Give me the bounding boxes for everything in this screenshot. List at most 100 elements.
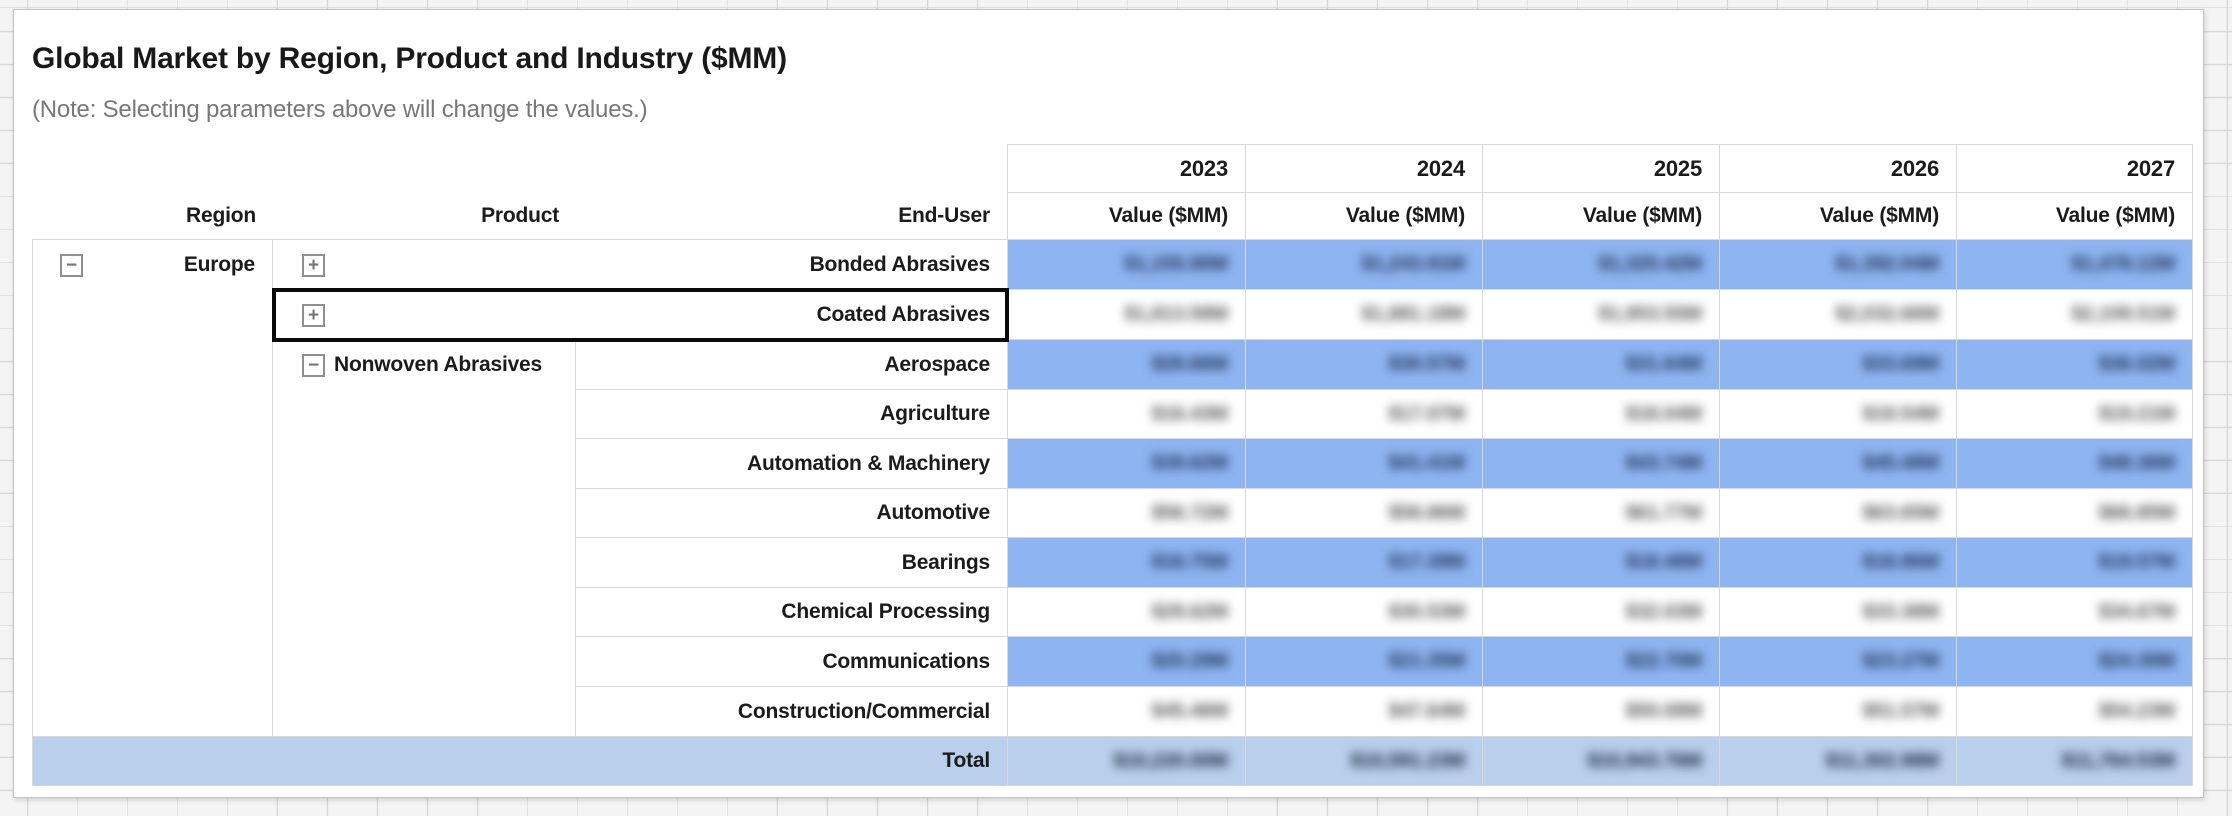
value-cell-construction-2027[interactable]: $54.23M <box>1956 687 2193 737</box>
value-cell-aerospace-2023[interactable]: $28.66M <box>1007 340 1245 390</box>
product-label: Coated Abrasives <box>816 303 991 326</box>
year-label: 2026 <box>1890 155 1939 181</box>
product-cell-bonded-abrasives[interactable]: + Bonded Abrasives <box>273 240 1007 290</box>
value-cell-bonded-2025[interactable]: $1,320.42M <box>1482 240 1719 290</box>
collapse-toggle-icon[interactable]: − <box>60 253 83 277</box>
year-label: 2023 <box>1179 155 1228 181</box>
value-cell-automotive-2024[interactable]: $58.86M <box>1245 489 1482 538</box>
region-row-line: − Europe <box>33 240 272 290</box>
value-cell-automotive-2027[interactable]: $66.85M <box>1956 489 2193 538</box>
value-cell-construction-2025[interactable]: $50.08M <box>1482 687 1719 737</box>
blurred-value: $11,302.98M <box>1825 749 1940 772</box>
blurred-value: $1,243.91M <box>1361 253 1465 275</box>
value-cell-communications-2026[interactable]: $23.27M <box>1719 637 1956 687</box>
year-label: 2025 <box>1653 155 1702 181</box>
value-cell-chemical-2025[interactable]: $32.03M <box>1482 588 1719 637</box>
value-cell-bonded-2026[interactable]: $1,392.04M <box>1719 240 1956 290</box>
value-cell-total-2025[interactable]: $10,943.76M <box>1482 737 1719 786</box>
expand-toggle-icon[interactable]: + <box>302 253 325 277</box>
end-user-cell-automation-machinery[interactable]: Automation & Machinery <box>576 439 1007 489</box>
value-cell-chemical-2023[interactable]: $29.62M <box>1007 588 1245 637</box>
value-cell-automotive-2025[interactable]: $61.77M <box>1482 489 1719 538</box>
expand-toggle-icon[interactable]: + <box>302 303 325 327</box>
blurred-value: $2,032.66M <box>1835 303 1939 325</box>
value-cell-total-2024[interactable]: $10,591.23M <box>1245 737 1482 786</box>
column-header-product: Product <box>273 193 576 240</box>
total-row-label-cell[interactable]: Total <box>32 737 1007 786</box>
value-cell-chemical-2027[interactable]: $34.67M <box>1956 588 2193 637</box>
value-cell-agriculture-2023[interactable]: $16.43M <box>1007 390 1245 439</box>
blurred-value: $36.02M <box>2098 353 2176 375</box>
value-cell-aerospace-2024[interactable]: $30.57M <box>1245 340 1482 390</box>
value-cell-aerospace-2027[interactable]: $36.02M <box>1956 340 2193 390</box>
blurred-value: $58.86M <box>1388 501 1466 524</box>
value-cell-aerospace-2026[interactable]: $33.69M <box>1719 340 1956 390</box>
value-cell-construction-2024[interactable]: $47.64M <box>1245 687 1482 737</box>
value-cell-bearings-2023[interactable]: $16.75M <box>1007 538 1245 588</box>
end-user-label: Construction/Commercial <box>737 699 990 723</box>
blurred-value: $16.43M <box>1151 402 1229 425</box>
blurred-value: $50.08M <box>1625 700 1703 722</box>
value-cell-bearings-2027[interactable]: $19.57M <box>1956 538 2193 588</box>
blurred-value: $48.36M <box>2098 452 2176 474</box>
value-cell-agriculture-2025[interactable]: $18.04M <box>1482 390 1719 439</box>
end-user-label: Chemical Processing <box>781 600 990 623</box>
value-cell-aerospace-2025[interactable]: $31.64M <box>1482 340 1719 390</box>
value-cell-automation-2024[interactable]: $41.41M <box>1245 439 1482 489</box>
blurred-value: $47.64M <box>1388 700 1466 722</box>
value-cell-coated-2023[interactable]: $1,813.58M <box>1007 290 1245 340</box>
end-user-cell-bearings[interactable]: Bearings <box>576 538 1007 588</box>
value-cell-coated-2027[interactable]: $2,109.51M <box>1956 290 2193 340</box>
value-cell-communications-2023[interactable]: $20.29M <box>1007 637 1245 687</box>
year-header-2026: 2026 <box>1719 144 1956 193</box>
value-cell-bearings-2025[interactable]: $18.48M <box>1482 538 1719 588</box>
value-cell-coated-2025[interactable]: $1,953.55M <box>1482 290 1719 340</box>
end-user-label: Communications <box>822 649 990 673</box>
year-header-2027: 2027 <box>1956 144 2193 193</box>
blurred-value: $17.39M <box>1388 551 1466 573</box>
value-cell-bearings-2024[interactable]: $17.39M <box>1245 538 1482 588</box>
value-cell-automation-2026[interactable]: $45.48M <box>1719 439 1956 489</box>
blurred-value: $1,881.18M <box>1361 303 1465 325</box>
value-cell-automation-2027[interactable]: $48.36M <box>1956 439 2193 489</box>
value-cell-total-2023[interactable]: $10,220.00M <box>1007 737 1245 786</box>
value-cell-chemical-2026[interactable]: $33.38M <box>1719 588 1956 637</box>
value-cell-coated-2026[interactable]: $2,032.66M <box>1719 290 1956 340</box>
blurred-value: $1,320.42M <box>1598 253 1702 275</box>
end-user-cell-communications[interactable]: Communications <box>576 637 1007 687</box>
value-cell-coated-2024[interactable]: $1,881.18M <box>1245 290 1482 340</box>
value-cell-total-2026[interactable]: $11,302.98M <box>1719 737 1956 786</box>
blurred-value: $51.57M <box>1862 700 1940 722</box>
value-cell-communications-2024[interactable]: $21.35M <box>1245 637 1482 687</box>
product-cell-coated-abrasives[interactable]: + Coated Abrasives <box>273 290 1007 340</box>
value-cell-bonded-2027[interactable]: $1,478.12M <box>1956 240 2193 290</box>
product-cell-nonwoven-abrasives[interactable]: − Nonwoven Abrasives <box>273 340 576 737</box>
value-cell-bonded-2023[interactable]: $1,155.90M <box>1007 240 1245 290</box>
end-user-cell-aerospace[interactable]: Aerospace <box>576 340 1007 390</box>
product-label: Bonded Abrasives <box>809 253 991 276</box>
value-cell-bearings-2026[interactable]: $18.86M <box>1719 538 1956 588</box>
value-cell-agriculture-2027[interactable]: $19.21M <box>1956 390 2193 439</box>
year-header-2024: 2024 <box>1245 144 1482 193</box>
blurred-value: $22.70M <box>1625 650 1703 672</box>
end-user-cell-chemical-processing[interactable]: Chemical Processing <box>576 588 1007 637</box>
value-cell-communications-2025[interactable]: $22.70M <box>1482 637 1719 687</box>
region-cell-europe[interactable]: − Europe <box>32 240 273 737</box>
end-user-cell-agriculture[interactable]: Agriculture <box>576 390 1007 439</box>
value-cell-automation-2025[interactable]: $43.74M <box>1482 439 1719 489</box>
end-user-cell-construction-commercial[interactable]: Construction/Commercial <box>576 687 1007 737</box>
value-cell-chemical-2024[interactable]: $30.53M <box>1245 588 1482 637</box>
product-row-line: + Coated Abrasives <box>273 290 1007 340</box>
value-cell-automation-2023[interactable]: $39.62M <box>1007 439 1245 489</box>
end-user-cell-automotive[interactable]: Automotive <box>576 489 1007 538</box>
value-cell-bonded-2024[interactable]: $1,243.91M <box>1245 240 1482 290</box>
value-cell-communications-2027[interactable]: $24.30M <box>1956 637 2193 687</box>
value-cell-agriculture-2026[interactable]: $18.54M <box>1719 390 1956 439</box>
value-cell-automotive-2026[interactable]: $63.65M <box>1719 489 1956 538</box>
value-cell-agriculture-2024[interactable]: $17.07M <box>1245 390 1482 439</box>
value-cell-total-2027[interactable]: $11,764.53M <box>1956 737 2193 786</box>
collapse-toggle-icon[interactable]: − <box>302 353 325 377</box>
value-cell-construction-2023[interactable]: $45.46M <box>1007 687 1245 737</box>
value-cell-construction-2026[interactable]: $51.57M <box>1719 687 1956 737</box>
value-cell-automotive-2023[interactable]: $56.72M <box>1007 489 1245 538</box>
